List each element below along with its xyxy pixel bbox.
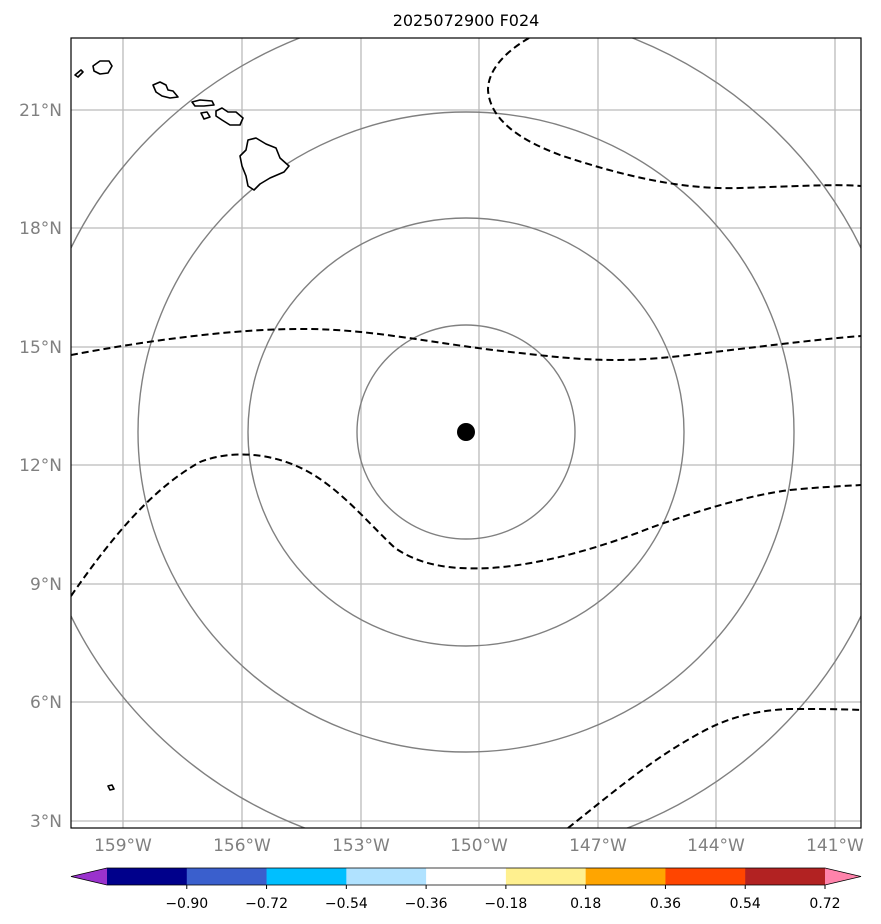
map-area (71, 38, 861, 828)
colorbar-tick-label: 0.72 (809, 896, 840, 912)
map-title: 2025072900 F024 (393, 11, 540, 30)
lon-label-156w: 156°W (213, 836, 271, 856)
colorbar-labels: −0.90 −0.72 −0.54 −0.36 −0.18 0.18 0.36 0.54 0.7… (165, 885, 841, 912)
colorbar-swatch (107, 868, 188, 885)
map-frame (70, 37, 862, 829)
storm-center-marker (457, 423, 475, 441)
lon-label-141w: 141°W (806, 836, 864, 856)
island-molokai (191, 99, 215, 107)
colorbar-tick-label: 0.36 (650, 896, 681, 912)
lon-label-144w: 144°W (687, 836, 745, 856)
island-lanai (200, 111, 211, 120)
lat-label-15n: 15°N (19, 338, 62, 358)
colorbar (70, 867, 862, 886)
contour-north (486, 38, 861, 190)
contour-south (71, 453, 861, 597)
colorbar-swatch (266, 868, 347, 885)
colorbar-tick-label: −0.18 (484, 896, 527, 912)
colorbar-extend-high (825, 868, 861, 885)
colorbar-extend-low (71, 868, 107, 885)
island-hawaii (239, 137, 290, 191)
lon-label-159w: 159°W (94, 836, 152, 856)
colorbar-tick-label: −0.54 (325, 896, 368, 912)
island-maui (215, 107, 244, 126)
island-small (107, 784, 115, 791)
colorbar-tick-label: 0.18 (570, 896, 601, 912)
colorbar-swatch (505, 868, 587, 885)
colorbar-swatch (186, 868, 268, 885)
lat-label-18n: 18°N (19, 219, 62, 239)
colorbar-tick-label: −0.72 (245, 896, 288, 912)
range-rings (71, 38, 861, 828)
colorbar-swatch (585, 868, 666, 885)
range-ring-1 (356, 324, 576, 540)
island-oahu (152, 81, 179, 99)
colorbar-swatch (346, 868, 427, 885)
island-kauai (92, 60, 113, 75)
colorbar-swatch (426, 868, 507, 885)
colorbar-outline (70, 867, 862, 886)
contour-southeast (567, 707, 861, 828)
lat-label-12n: 12°N (19, 456, 62, 476)
colorbar-tick-label: −0.36 (405, 896, 448, 912)
colorbar-swatch (745, 868, 826, 885)
lat-label-6n: 6°N (30, 693, 62, 713)
island-niihau (74, 69, 84, 78)
range-ring-3 (137, 111, 795, 753)
lat-label-21n: 21°N (19, 101, 62, 121)
contour-middle (71, 327, 861, 361)
range-ring-2 (247, 217, 685, 647)
lon-labels: 159°W 156°W 153°W 150°W 147°W 144°W 141°… (94, 836, 864, 856)
colorbar-tick-label: −0.90 (165, 896, 208, 912)
lat-labels: 3°N 6°N 9°N 12°N 15°N 18°N 21°N (19, 101, 62, 832)
contours (71, 38, 861, 828)
lon-label-150w: 150°W (450, 836, 508, 856)
lat-label-9n: 9°N (30, 575, 62, 595)
colorbar-swatch (665, 868, 746, 885)
lat-label-3n: 3°N (30, 812, 62, 832)
lon-label-147w: 147°W (569, 836, 627, 856)
colorbar-tick-label: 0.54 (730, 896, 761, 912)
lon-label-153w: 153°W (332, 836, 390, 856)
coastline (74, 60, 290, 791)
